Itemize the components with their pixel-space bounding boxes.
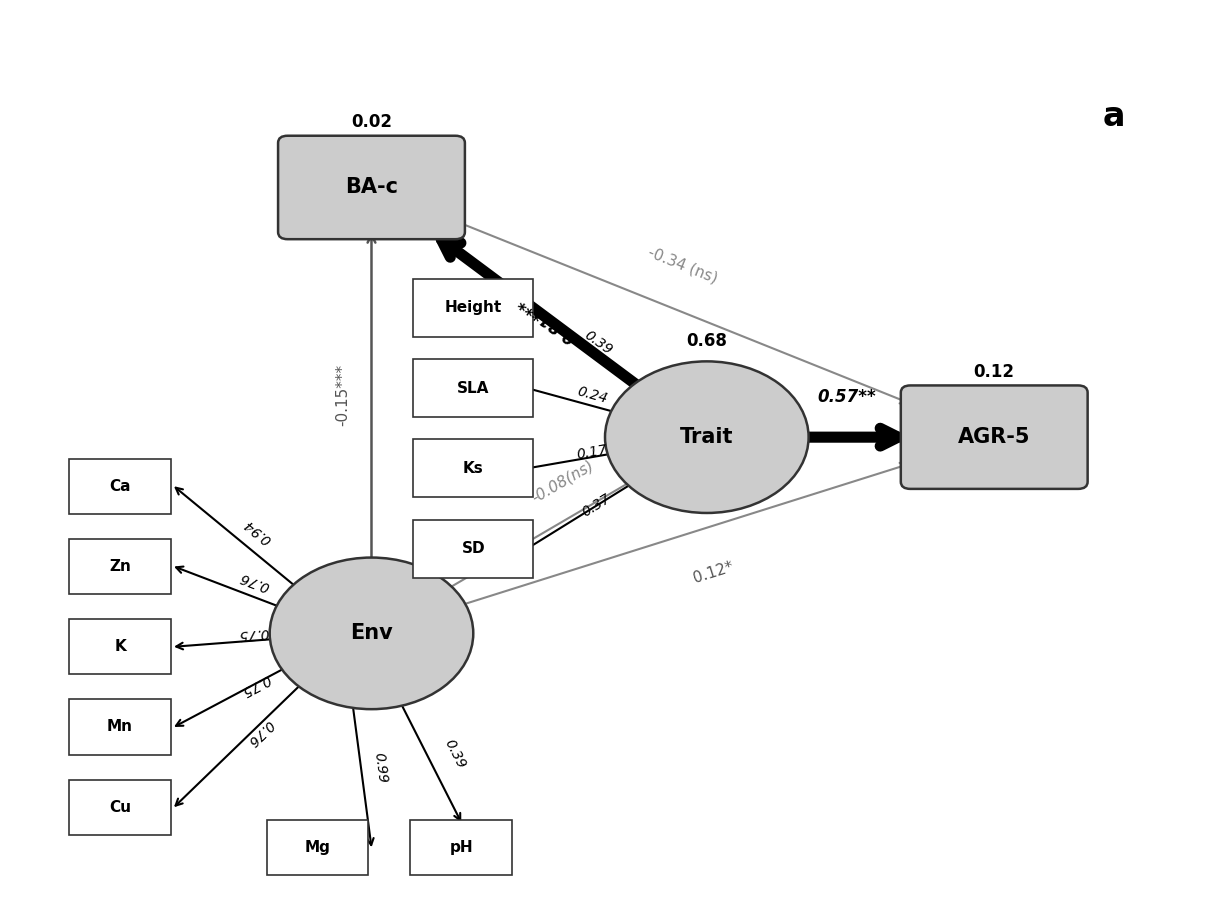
Text: Trait: Trait — [681, 427, 733, 447]
Text: 0.75: 0.75 — [237, 625, 269, 642]
Text: 0.75: 0.75 — [238, 671, 273, 698]
Text: AGR-5: AGR-5 — [958, 427, 1030, 447]
Text: Ks: Ks — [463, 460, 484, 476]
Text: 0.57**: 0.57** — [818, 388, 876, 406]
Text: a: a — [1102, 99, 1125, 133]
Text: -0.15***: -0.15*** — [335, 364, 349, 426]
FancyBboxPatch shape — [266, 820, 369, 875]
FancyBboxPatch shape — [413, 440, 533, 498]
Text: 0.68: 0.68 — [687, 332, 727, 349]
Text: Ca: Ca — [109, 479, 131, 494]
FancyBboxPatch shape — [901, 386, 1088, 489]
Circle shape — [270, 558, 473, 709]
Text: SLA: SLA — [457, 380, 490, 396]
Text: SD: SD — [462, 541, 485, 556]
Text: Mn: Mn — [108, 720, 133, 734]
Text: BA-c: BA-c — [345, 177, 398, 197]
Text: 0.76: 0.76 — [237, 569, 271, 593]
Text: 0.99: 0.99 — [371, 752, 389, 784]
Text: pH: pH — [450, 840, 473, 854]
FancyBboxPatch shape — [70, 539, 171, 594]
Circle shape — [605, 361, 809, 513]
FancyBboxPatch shape — [279, 136, 464, 239]
Text: 0.76: 0.76 — [243, 717, 275, 749]
Text: Zn: Zn — [109, 559, 131, 574]
Text: 0.12*: 0.12* — [690, 560, 734, 586]
Text: 0.02: 0.02 — [351, 113, 392, 131]
Text: Height: Height — [445, 300, 502, 316]
Text: K: K — [114, 639, 126, 654]
Text: Mg: Mg — [304, 840, 330, 854]
FancyBboxPatch shape — [411, 820, 512, 875]
Text: 0.37: 0.37 — [580, 491, 613, 520]
Text: Env: Env — [351, 623, 392, 643]
Text: 0.39: 0.39 — [582, 329, 615, 358]
Text: 0.39: 0.39 — [442, 737, 468, 771]
FancyBboxPatch shape — [413, 278, 533, 337]
FancyBboxPatch shape — [413, 359, 533, 417]
Text: -0.34 (ns): -0.34 (ns) — [646, 244, 720, 286]
Text: -0.08(ns): -0.08(ns) — [529, 458, 596, 506]
FancyBboxPatch shape — [70, 700, 171, 754]
Text: 0.24: 0.24 — [576, 385, 610, 407]
Text: Cu: Cu — [109, 800, 131, 814]
FancyBboxPatch shape — [70, 459, 171, 514]
Text: 0.94: 0.94 — [242, 517, 275, 547]
FancyBboxPatch shape — [70, 780, 171, 834]
Text: 0.12: 0.12 — [974, 363, 1014, 381]
Text: 0.17: 0.17 — [576, 442, 609, 461]
FancyBboxPatch shape — [413, 520, 533, 578]
Text: 0.81***: 0.81*** — [514, 291, 579, 347]
FancyBboxPatch shape — [70, 619, 171, 674]
